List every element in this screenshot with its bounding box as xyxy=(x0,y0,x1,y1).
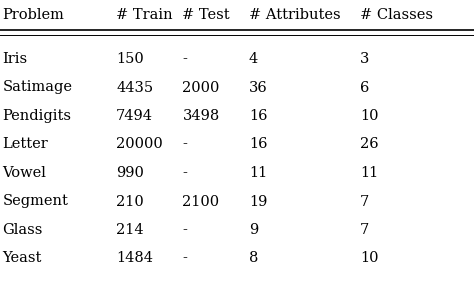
Text: -: - xyxy=(182,52,187,66)
Text: -: - xyxy=(182,166,187,180)
Text: 10: 10 xyxy=(360,251,379,266)
Text: -: - xyxy=(182,223,187,237)
Text: 150: 150 xyxy=(116,52,144,66)
Text: 11: 11 xyxy=(249,166,267,180)
Text: Glass: Glass xyxy=(2,223,43,237)
Text: 4: 4 xyxy=(249,52,258,66)
Text: 7: 7 xyxy=(360,223,370,237)
Text: Segment: Segment xyxy=(2,194,68,209)
Text: # Classes: # Classes xyxy=(360,8,433,22)
Text: # Test: # Test xyxy=(182,8,230,22)
Text: -: - xyxy=(182,137,187,151)
Text: 210: 210 xyxy=(116,194,144,209)
Text: 3498: 3498 xyxy=(182,109,220,123)
Text: 4435: 4435 xyxy=(116,81,153,94)
Text: 16: 16 xyxy=(249,137,267,151)
Text: -: - xyxy=(182,251,187,266)
Text: 2100: 2100 xyxy=(182,194,219,209)
Text: 6: 6 xyxy=(360,81,370,94)
Text: Satimage: Satimage xyxy=(2,81,73,94)
Text: 19: 19 xyxy=(249,194,267,209)
Text: 214: 214 xyxy=(116,223,144,237)
Text: Vowel: Vowel xyxy=(2,166,46,180)
Text: 3: 3 xyxy=(360,52,370,66)
Text: 36: 36 xyxy=(249,81,268,94)
Text: 1484: 1484 xyxy=(116,251,153,266)
Text: Problem: Problem xyxy=(2,8,64,22)
Text: # Train: # Train xyxy=(116,8,173,22)
Text: Letter: Letter xyxy=(2,137,48,151)
Text: 7: 7 xyxy=(360,194,370,209)
Text: 26: 26 xyxy=(360,137,379,151)
Text: 10: 10 xyxy=(360,109,379,123)
Text: 9: 9 xyxy=(249,223,258,237)
Text: 2000: 2000 xyxy=(182,81,220,94)
Text: 11: 11 xyxy=(360,166,379,180)
Text: 16: 16 xyxy=(249,109,267,123)
Text: # Attributes: # Attributes xyxy=(249,8,340,22)
Text: 990: 990 xyxy=(116,166,144,180)
Text: Pendigits: Pendigits xyxy=(2,109,72,123)
Text: 8: 8 xyxy=(249,251,258,266)
Text: 20000: 20000 xyxy=(116,137,163,151)
Text: 7494: 7494 xyxy=(116,109,153,123)
Text: Yeast: Yeast xyxy=(2,251,42,266)
Text: Iris: Iris xyxy=(2,52,27,66)
